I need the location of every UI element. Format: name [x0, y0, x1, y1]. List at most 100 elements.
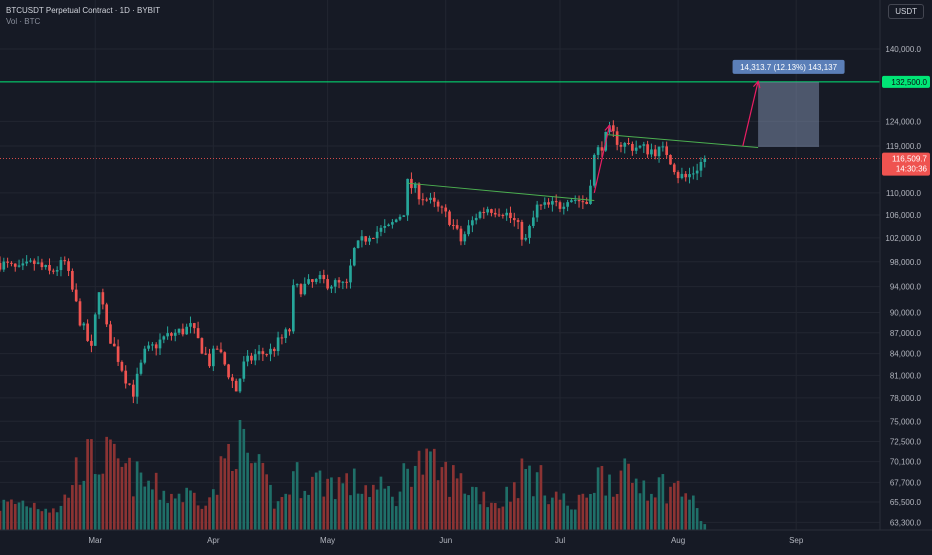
candle	[360, 230, 364, 248]
candle	[52, 268, 55, 275]
candle	[173, 329, 177, 342]
candle-body	[284, 329, 288, 339]
volume-bar	[684, 493, 688, 530]
volume-bar	[657, 477, 661, 530]
candle-body	[440, 206, 444, 208]
candle-body	[105, 304, 108, 325]
candle	[185, 323, 188, 335]
candle	[623, 141, 627, 154]
candle	[490, 208, 493, 217]
volume-bar	[82, 480, 86, 530]
candle-body	[520, 221, 524, 240]
candle-body	[143, 348, 147, 363]
volume-bar	[650, 493, 653, 530]
candle	[505, 208, 508, 221]
volume-bar	[509, 501, 512, 530]
candle-body	[154, 344, 158, 349]
volume-bar	[265, 474, 268, 530]
volume-bar	[680, 496, 684, 530]
candle-body	[436, 201, 440, 207]
candle-body	[402, 215, 406, 217]
candle	[307, 274, 310, 286]
candle-body	[448, 211, 451, 225]
candle	[120, 360, 124, 373]
candle-body	[387, 224, 390, 226]
candle	[242, 356, 246, 382]
candle-body	[303, 283, 307, 295]
volume-bar	[10, 499, 13, 530]
candle-body	[532, 217, 535, 226]
volume-bar	[512, 482, 516, 530]
candle-body	[391, 222, 394, 225]
candle-body	[139, 362, 143, 374]
volume-bar	[97, 474, 101, 530]
volume-bar	[280, 497, 284, 530]
volume-bar	[516, 498, 520, 530]
candle	[638, 145, 642, 149]
candle-body	[166, 333, 169, 337]
volume-bar	[170, 493, 173, 530]
volume-bar	[429, 451, 432, 530]
candle	[330, 285, 333, 293]
candle	[272, 347, 276, 357]
candle	[82, 321, 86, 330]
candle-body	[577, 199, 581, 202]
volume-bar	[295, 462, 299, 530]
candle-body	[196, 328, 200, 339]
candle-body	[265, 354, 268, 356]
volume-bar	[612, 496, 615, 530]
candle-body	[170, 333, 173, 336]
candle	[299, 283, 303, 298]
volume-bar	[128, 457, 131, 530]
volume-bar	[455, 478, 459, 530]
candle	[356, 240, 360, 249]
volume-bar	[581, 493, 585, 530]
last-price-tag: 116,509.714:30:36	[882, 152, 930, 176]
candle-body	[349, 265, 352, 283]
candle	[44, 264, 48, 270]
candle-body	[619, 144, 623, 147]
volume-bar	[341, 483, 345, 530]
candle-body	[162, 336, 166, 340]
candle-body	[59, 260, 63, 271]
volume-bar	[421, 474, 425, 530]
volume-bar	[333, 499, 337, 530]
y-tick-label: 72,500.0	[890, 437, 922, 446]
candle-body	[2, 261, 6, 270]
candle-body	[421, 199, 425, 201]
candle-body	[212, 348, 215, 367]
candle	[688, 167, 691, 184]
candle	[93, 312, 97, 346]
candle	[352, 246, 356, 267]
candle	[398, 214, 402, 221]
volume-bar	[337, 477, 341, 530]
candle	[432, 191, 436, 208]
candle-body	[444, 207, 448, 212]
volume-bar	[162, 490, 166, 530]
candle-body	[684, 173, 688, 178]
y-tick-label: 87,000.0	[890, 329, 922, 338]
candle	[59, 256, 63, 277]
candle	[227, 363, 230, 380]
candle-body	[657, 146, 661, 157]
symbol-title[interactable]: BTCUSDT Perpetual Contract · 1D · BYBIT	[6, 6, 161, 15]
candle	[40, 258, 44, 271]
volume-bar	[227, 443, 230, 530]
volume-bar	[124, 463, 128, 530]
candle	[551, 196, 554, 212]
x-axis-ticks: Mar Apr May Jun Jul Aug Sep	[88, 536, 804, 545]
candle	[78, 298, 82, 327]
volume-bar	[288, 494, 291, 530]
candle-body	[509, 212, 512, 219]
volume-bar	[32, 502, 36, 530]
currency-button[interactable]: USDT	[888, 4, 924, 19]
volume-bar	[444, 461, 448, 530]
candle-body	[627, 143, 630, 145]
candle-body	[74, 289, 78, 302]
candle	[265, 353, 268, 357]
candle-body	[703, 158, 707, 162]
volume-bar	[112, 443, 116, 530]
candle	[170, 331, 173, 341]
